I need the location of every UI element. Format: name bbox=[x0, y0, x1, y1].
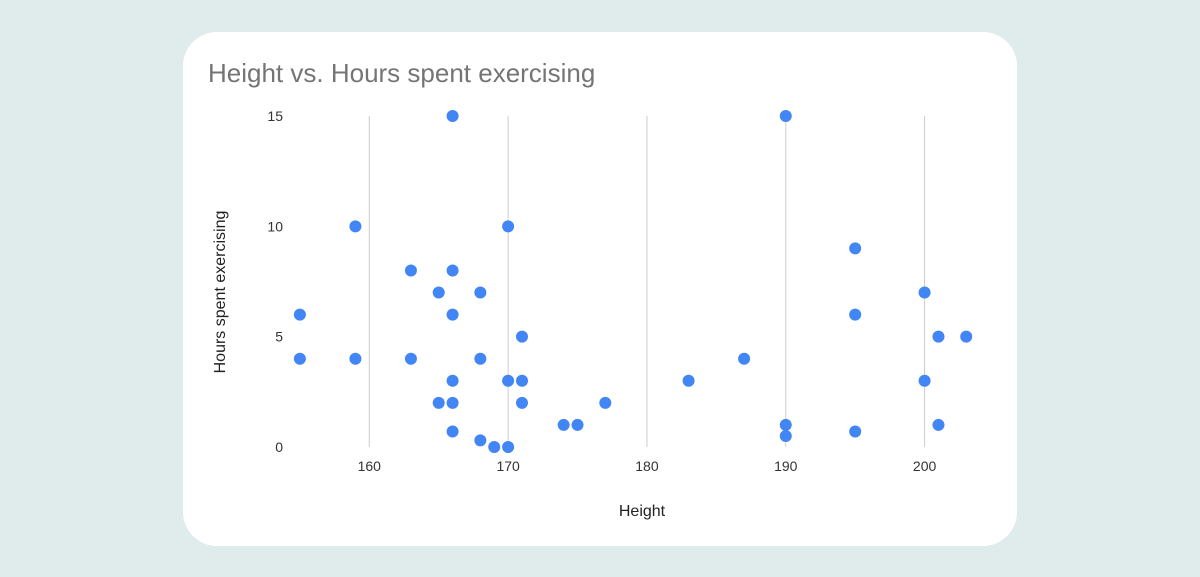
data-point[interactable] bbox=[571, 418, 584, 431]
data-point[interactable] bbox=[918, 374, 931, 387]
data-point[interactable] bbox=[446, 110, 459, 122]
data-point[interactable] bbox=[516, 396, 528, 409]
data-point[interactable] bbox=[432, 286, 445, 299]
data-point[interactable] bbox=[502, 220, 515, 233]
data-point[interactable] bbox=[849, 242, 862, 255]
y-tick-label: 15 bbox=[267, 108, 283, 124]
data-point[interactable] bbox=[446, 264, 459, 277]
x-tick-label: 190 bbox=[774, 458, 798, 474]
data-point[interactable] bbox=[293, 352, 306, 365]
data-point[interactable] bbox=[446, 425, 459, 438]
y-axis-ticks: 0 5 10 15 bbox=[267, 108, 283, 455]
data-point[interactable] bbox=[516, 330, 528, 343]
data-point[interactable] bbox=[488, 441, 501, 453]
data-point[interactable] bbox=[960, 330, 973, 343]
y-tick-label: 0 bbox=[275, 439, 283, 455]
chart-card bbox=[183, 32, 1017, 546]
data-point[interactable] bbox=[446, 396, 459, 409]
data-point[interactable] bbox=[446, 308, 459, 321]
x-tick-label: 200 bbox=[913, 458, 937, 474]
data-point[interactable] bbox=[502, 441, 515, 453]
data-point[interactable] bbox=[446, 374, 459, 387]
x-tick-label: 180 bbox=[635, 458, 659, 474]
data-point[interactable] bbox=[682, 374, 695, 387]
data-point[interactable] bbox=[932, 418, 945, 431]
data-point[interactable] bbox=[779, 110, 792, 122]
data-point[interactable] bbox=[738, 352, 751, 365]
data-point[interactable] bbox=[849, 308, 862, 321]
data-point[interactable] bbox=[432, 396, 445, 409]
data-point[interactable] bbox=[474, 434, 487, 447]
data-point[interactable] bbox=[293, 308, 306, 321]
data-point[interactable] bbox=[349, 220, 362, 233]
y-tick-label: 10 bbox=[267, 218, 283, 234]
x-axis-title: Height bbox=[619, 503, 666, 520]
data-point[interactable] bbox=[849, 425, 862, 438]
chart-title: Height vs. Hours spent exercising bbox=[208, 58, 596, 88]
data-point[interactable] bbox=[557, 418, 570, 431]
data-point[interactable] bbox=[779, 429, 792, 442]
data-point[interactable] bbox=[918, 286, 931, 299]
gridlines bbox=[368, 116, 926, 447]
data-point[interactable] bbox=[474, 352, 487, 365]
x-axis-ticks: 160 170 180 190 200 bbox=[358, 458, 937, 474]
data-point[interactable] bbox=[932, 330, 945, 343]
x-tick-label: 170 bbox=[496, 458, 520, 474]
data-point[interactable] bbox=[779, 418, 792, 431]
data-point[interactable] bbox=[474, 286, 487, 299]
data-points bbox=[293, 110, 973, 453]
data-point[interactable] bbox=[502, 374, 515, 387]
y-tick-label: 5 bbox=[275, 329, 283, 345]
data-point[interactable] bbox=[404, 352, 417, 365]
data-point[interactable] bbox=[599, 396, 612, 409]
data-point[interactable] bbox=[516, 374, 528, 387]
x-tick-label: 160 bbox=[358, 458, 382, 474]
y-axis-title: Hours spent exercising bbox=[212, 211, 229, 374]
data-point[interactable] bbox=[404, 264, 417, 277]
data-point[interactable] bbox=[349, 352, 362, 365]
